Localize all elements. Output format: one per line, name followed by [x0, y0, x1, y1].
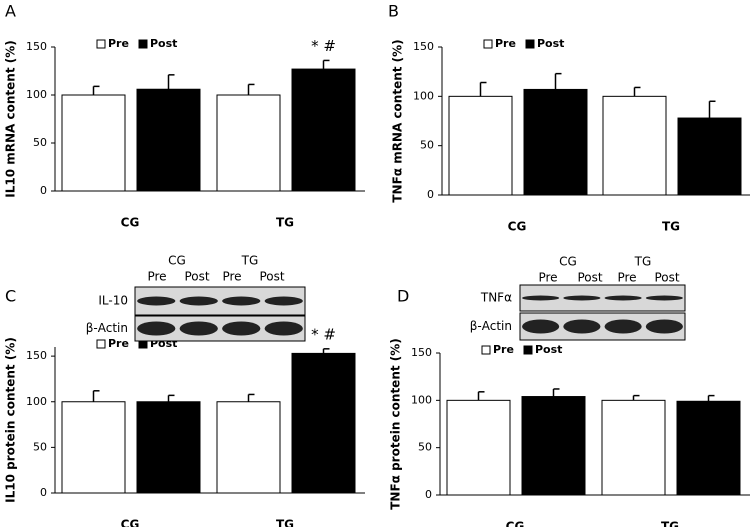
- blot-lane-label: Pre: [222, 270, 241, 284]
- x-tick-label: TG: [661, 520, 679, 527]
- blot-band: [522, 319, 560, 334]
- blot-row-label: IL-10: [98, 294, 128, 308]
- bar: [601, 399, 666, 496]
- y-axis-label: TNFα mRNA content (%): [391, 39, 405, 202]
- bar: [291, 68, 356, 192]
- y-tick-label: 50: [33, 440, 47, 453]
- legend-label: Post: [150, 37, 177, 50]
- blot-band: [179, 321, 218, 336]
- legend-swatch: [481, 345, 491, 355]
- x-tick-label: TG: [276, 216, 294, 230]
- y-tick-label: 50: [418, 441, 432, 454]
- blot-lane-label: Pre: [147, 270, 166, 284]
- blot-band: [563, 295, 601, 301]
- bar: [677, 117, 742, 196]
- blot-band: [645, 295, 683, 301]
- legend-label: Post: [537, 37, 564, 50]
- y-tick-label: 150: [26, 349, 47, 362]
- blot-band: [137, 321, 176, 336]
- blot-band: [137, 296, 176, 306]
- legend-label: Post: [535, 343, 562, 356]
- y-tick-label: 0: [40, 486, 47, 499]
- blot-row-label: TNFα: [480, 291, 512, 305]
- y-tick-label: 150: [411, 346, 432, 359]
- bar: [136, 401, 201, 494]
- y-tick-label: 100: [26, 88, 47, 101]
- y-tick-label: 150: [26, 40, 47, 53]
- bar: [61, 401, 126, 494]
- panel-label: A: [5, 2, 16, 21]
- blot-band: [222, 321, 261, 336]
- y-tick-label: 100: [411, 393, 432, 406]
- bar: [448, 95, 513, 196]
- blot-band: [604, 295, 642, 301]
- bar: [602, 95, 667, 196]
- x-tick-label: TG: [276, 518, 294, 527]
- panel-label: D: [397, 287, 409, 306]
- y-tick-label: 100: [26, 395, 47, 408]
- blot-band: [522, 295, 560, 301]
- legend-label: Pre: [495, 37, 516, 50]
- bar: [291, 352, 356, 494]
- blot-band: [179, 296, 218, 306]
- blot-group-label: CG: [168, 254, 186, 268]
- annotation: * #: [311, 37, 336, 55]
- bar: [136, 88, 201, 192]
- legend-swatch: [523, 345, 533, 355]
- y-axis-label: IL10 mRNA content (%): [4, 40, 18, 197]
- annotation: * #: [311, 325, 336, 343]
- blot-band: [604, 319, 642, 334]
- blot-group-label: TG: [634, 255, 652, 269]
- y-tick-label: 50: [33, 136, 47, 149]
- bar: [446, 399, 511, 496]
- blot-row-label: β-Actin: [86, 321, 128, 335]
- blot-band: [264, 321, 303, 336]
- legend-swatch: [96, 39, 106, 49]
- y-tick-label: 0: [427, 188, 434, 201]
- x-tick-label: CG: [121, 518, 140, 527]
- blot-row-label: β-Actin: [470, 319, 512, 333]
- legend-label: Pre: [493, 343, 514, 356]
- y-tick-label: 150: [413, 40, 434, 53]
- y-tick-label: 0: [425, 488, 432, 501]
- x-tick-label: TG: [662, 220, 680, 234]
- blot-band: [645, 319, 683, 334]
- bar: [61, 94, 126, 192]
- bar: [521, 396, 586, 496]
- blot-lane-label: Post: [184, 270, 209, 284]
- panel-label: B: [388, 2, 399, 21]
- blot-lane-label: Post: [259, 270, 284, 284]
- legend-swatch: [525, 39, 535, 49]
- legend-swatch: [138, 39, 148, 49]
- panel-label: C: [5, 287, 16, 306]
- y-axis-label: TNFα protein content (%): [389, 338, 403, 510]
- blot-band: [563, 319, 601, 334]
- blot-lane-label: Post: [654, 271, 679, 285]
- x-tick-label: CG: [121, 216, 140, 230]
- legend-swatch: [96, 339, 106, 349]
- y-tick-label: 100: [413, 89, 434, 102]
- blot-band: [222, 296, 261, 306]
- blot-lane-label: Pre: [538, 271, 557, 285]
- bar: [216, 401, 281, 494]
- y-tick-label: 50: [420, 139, 434, 152]
- x-tick-label: CG: [508, 220, 527, 234]
- blot-band: [264, 296, 303, 306]
- blot-lane-label: Pre: [617, 271, 636, 285]
- bar: [523, 88, 588, 196]
- legend-label: Pre: [108, 37, 129, 50]
- x-tick-label: CG: [506, 520, 525, 527]
- legend-swatch: [483, 39, 493, 49]
- bar: [216, 94, 281, 192]
- blot-lane-label: Post: [577, 271, 602, 285]
- blot-group-label: TG: [241, 254, 259, 268]
- bar: [676, 400, 741, 496]
- y-tick-label: 0: [40, 184, 47, 197]
- y-axis-label: IL10 protein content (%): [4, 337, 18, 503]
- blot-group-label: CG: [559, 255, 577, 269]
- legend-label: Pre: [108, 337, 129, 350]
